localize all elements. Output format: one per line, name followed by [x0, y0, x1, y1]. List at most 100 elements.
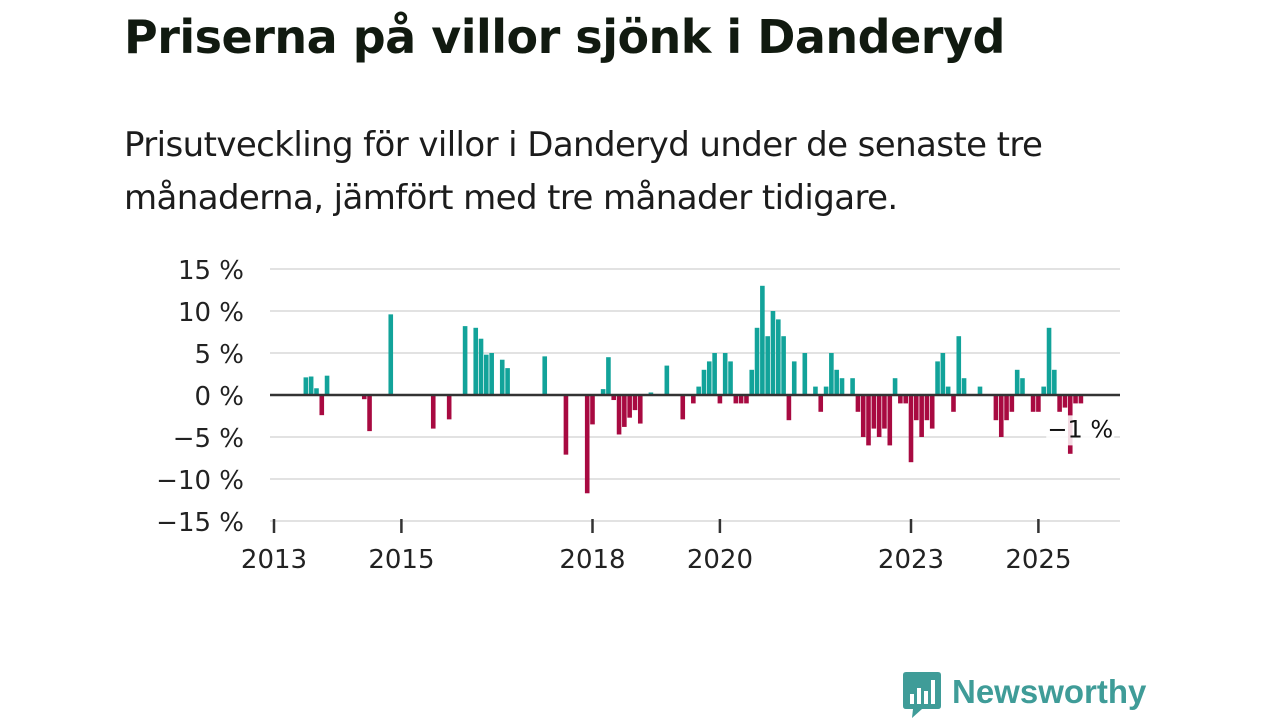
bar — [733, 395, 739, 404]
bar — [563, 395, 569, 455]
bar — [1057, 395, 1062, 412]
bar — [361, 395, 367, 400]
bar — [898, 395, 903, 404]
bar — [542, 356, 548, 395]
bar — [871, 395, 877, 429]
bar — [627, 395, 632, 418]
x-tick-label: 2013 — [241, 545, 307, 575]
bar — [839, 378, 845, 395]
bar — [664, 365, 670, 395]
bar — [1078, 395, 1084, 404]
axes — [270, 393, 1120, 533]
bar — [754, 327, 760, 395]
bar — [770, 311, 776, 395]
bar — [749, 369, 755, 395]
bar — [489, 353, 494, 395]
bar — [924, 395, 930, 421]
bar — [913, 395, 919, 421]
bar — [802, 353, 808, 395]
newsworthy-logo-icon — [903, 672, 941, 718]
bar — [611, 395, 617, 401]
bar — [606, 357, 611, 395]
x-tick-label: 2023 — [878, 545, 944, 575]
annotations: −1 % — [1046, 415, 1115, 446]
page-title: Priserna på villor sjönk i Danderyd — [124, 10, 1005, 64]
bar — [1052, 369, 1057, 395]
y-tick-label: −15 % — [156, 508, 244, 538]
bar — [993, 395, 999, 421]
bar — [823, 386, 829, 395]
bar — [632, 395, 638, 411]
bar — [388, 314, 394, 395]
x-tick-label: 2020 — [687, 545, 753, 575]
page-subtitle: Prisutveckling för villor i Danderyd und… — [124, 125, 1043, 218]
bar — [935, 361, 940, 395]
bar — [866, 395, 871, 446]
bar — [945, 386, 951, 395]
bar — [680, 395, 686, 420]
bar — [1009, 395, 1015, 412]
annotation-bg — [1046, 415, 1115, 446]
bar — [701, 369, 707, 395]
newsworthy-logo: Newsworthy — [902, 670, 1146, 720]
bar — [505, 368, 510, 395]
grid-lines — [270, 268, 1120, 522]
y-tick-label: 0 % — [194, 382, 244, 412]
bar — [791, 361, 797, 395]
bar — [728, 361, 733, 395]
bar — [717, 395, 723, 404]
bar — [1073, 395, 1078, 404]
bar — [319, 395, 325, 416]
bar — [829, 353, 834, 395]
bar — [781, 336, 786, 395]
bar — [303, 377, 309, 395]
bar — [1036, 395, 1041, 412]
bar — [961, 378, 967, 395]
newsworthy-logo-text: Newsworthy — [952, 673, 1147, 710]
y-tick-label: −10 % — [156, 466, 244, 496]
bar — [616, 395, 622, 435]
bar — [860, 395, 866, 437]
bar — [892, 378, 898, 395]
bar — [765, 336, 770, 395]
bar — [1041, 386, 1046, 395]
y-tick-label: −5 % — [173, 424, 244, 454]
bar — [314, 388, 319, 395]
bar — [929, 395, 935, 429]
bar — [818, 395, 824, 412]
tick-labels: 15 % 10 % 5 % 0 % −5 % −10 % −15 % 2013 2015 2018… — [156, 256, 1071, 575]
bar — [473, 327, 479, 395]
x-tick-label: 2025 — [1005, 545, 1071, 575]
bar — [648, 392, 654, 395]
bar — [1020, 378, 1025, 395]
bar — [308, 376, 314, 395]
y-tick-label: 5 % — [194, 340, 244, 370]
last-value-label: −1 % — [1047, 415, 1113, 443]
bar — [908, 395, 914, 463]
bar — [834, 369, 839, 395]
bar — [637, 395, 643, 424]
bar — [691, 395, 696, 404]
bar — [903, 395, 909, 404]
bar — [760, 285, 765, 395]
bar — [882, 395, 887, 429]
bar — [590, 395, 595, 425]
bar — [951, 395, 956, 412]
bar — [1004, 395, 1009, 421]
bar — [813, 386, 818, 395]
bar — [998, 395, 1004, 437]
bars — [303, 285, 1084, 494]
bar — [622, 395, 627, 427]
bar — [956, 336, 962, 395]
bar — [919, 395, 924, 437]
bar — [584, 395, 590, 494]
bar — [940, 353, 946, 395]
bar — [499, 359, 505, 395]
y-tick-label: 15 % — [178, 256, 244, 286]
bar — [1062, 395, 1068, 408]
bar — [324, 375, 330, 395]
bar — [776, 319, 781, 395]
bar — [478, 338, 484, 395]
bar — [430, 395, 436, 429]
